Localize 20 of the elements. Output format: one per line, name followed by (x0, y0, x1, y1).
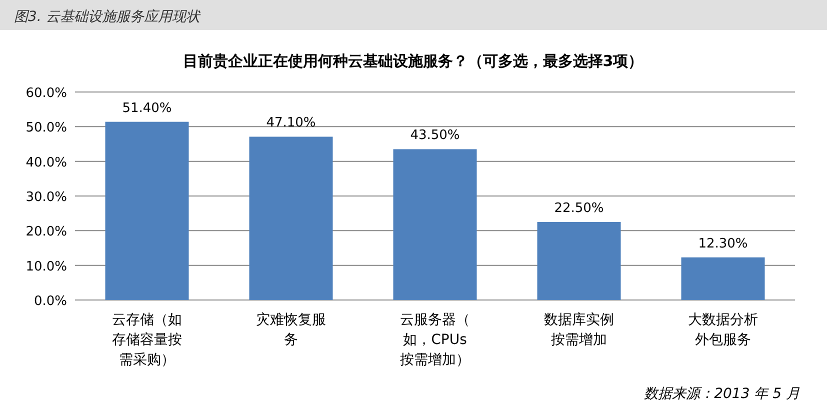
x-tick-label: 云服务器（如，CPUs按需增加） (400, 312, 470, 368)
y-tick-label: 10.0% (26, 259, 67, 274)
y-tick-label: 20.0% (26, 224, 67, 240)
source-note: 数据来源：2013 年 5 月 (644, 386, 800, 402)
y-tick-label: 40.0% (26, 155, 67, 170)
y-tick-label: 0.0% (34, 294, 67, 309)
y-tick-label: 60.0% (26, 86, 67, 101)
chart-subtitle: 目前贵企业正在使用何种云基础设施服务？（可多选，最多选择3项） (182, 52, 644, 70)
y-tick-label: 50.0% (26, 120, 67, 136)
chart-title: 图3. 云基础设施服务应用现状 (14, 9, 201, 25)
x-tick-label: 云存储（如存储容量按需采购） (112, 312, 182, 368)
x-tick-label: 数据库实例按需增加 (544, 312, 614, 348)
data-label: 22.50% (554, 201, 604, 216)
data-label: 43.50% (410, 128, 460, 144)
data-label: 47.10% (266, 116, 316, 131)
data-label: 12.30% (698, 236, 748, 252)
x-tick-label: 大数据分析外包服务 (688, 312, 758, 348)
y-tick-label: 30.0% (26, 190, 67, 205)
x-tick-label: 灾难恢复服务 (256, 312, 326, 348)
data-label: 51.40% (122, 100, 172, 116)
